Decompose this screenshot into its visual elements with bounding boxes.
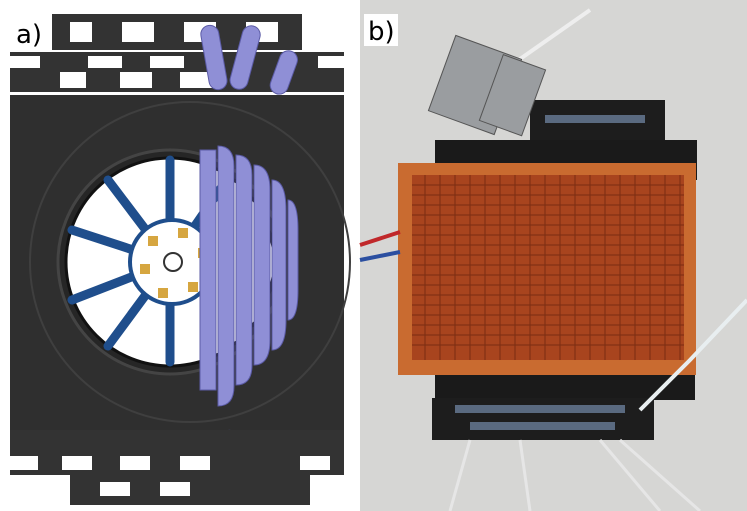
panel-label: a) (16, 20, 42, 50)
panel-a: a) (8, 0, 350, 511)
panel-b: b) (360, 0, 747, 511)
figure: a) b) (0, 0, 747, 511)
panel-label: b) (368, 17, 395, 47)
